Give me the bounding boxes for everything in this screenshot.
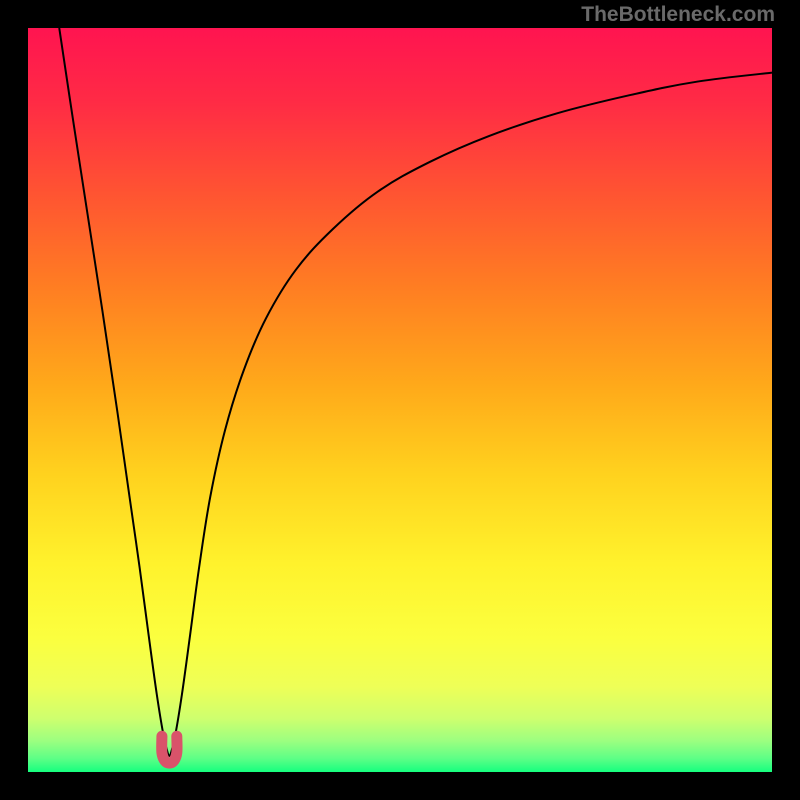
chart-frame [0,0,800,800]
valley-u-marker [162,736,177,763]
watermark-text: TheBottleneck.com [581,3,775,27]
curve-layer [28,28,772,772]
bottleneck-curve [59,28,772,756]
plot-area [28,28,772,772]
